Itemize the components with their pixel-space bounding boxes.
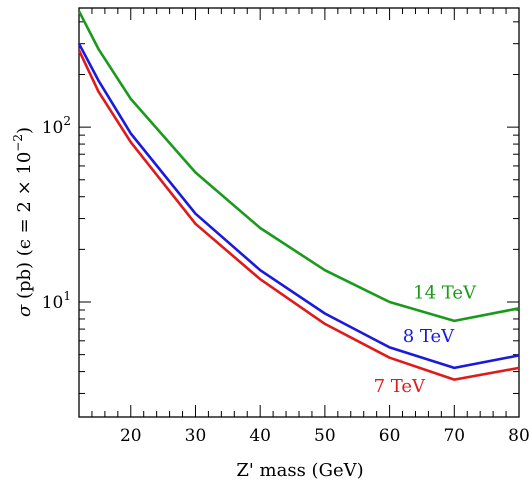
series-label-7tev: 7 TeV	[374, 376, 426, 397]
y-axis-label-exp: −2	[11, 134, 25, 152]
x-tick-label: 40	[249, 426, 271, 446]
series-label-8tev: 8 TeV	[403, 326, 455, 347]
plot-frame	[78, 7, 520, 418]
series-14tev-line	[77, 10, 520, 323]
series-label-14tev: 14 TeV	[413, 282, 477, 303]
x-tick-label: 50	[314, 426, 336, 446]
axis-ticks: 20 30 40 50 60 70 80 101 102	[42, 8, 530, 446]
series-lines	[77, 10, 520, 381]
y-tick-label: 101	[42, 289, 71, 313]
series-8tev-line	[77, 43, 520, 370]
x-tick-label: 80	[508, 426, 530, 446]
series-7tev-line	[77, 49, 520, 381]
x-tick-label: 30	[185, 426, 207, 446]
x-axis-label: Z' mass (GeV)	[236, 460, 363, 481]
y-axis-label-main: (pb) (ϵ = 2 × 10	[14, 152, 35, 305]
x-tick-label: 20	[120, 426, 142, 446]
x-tick-label: 70	[443, 426, 465, 446]
y-axis-label-close: )	[14, 127, 35, 134]
series-labels: 14 TeV 8 TeV 7 TeV	[374, 282, 477, 397]
y-tick-label: 102	[42, 114, 71, 138]
plot-area	[78, 7, 520, 418]
x-tick-label: 60	[379, 426, 401, 446]
y-axis-label-sigma: σ	[14, 304, 35, 317]
y-axis-label: σ (pb) (ϵ = 2 × 10−2)	[11, 127, 35, 317]
